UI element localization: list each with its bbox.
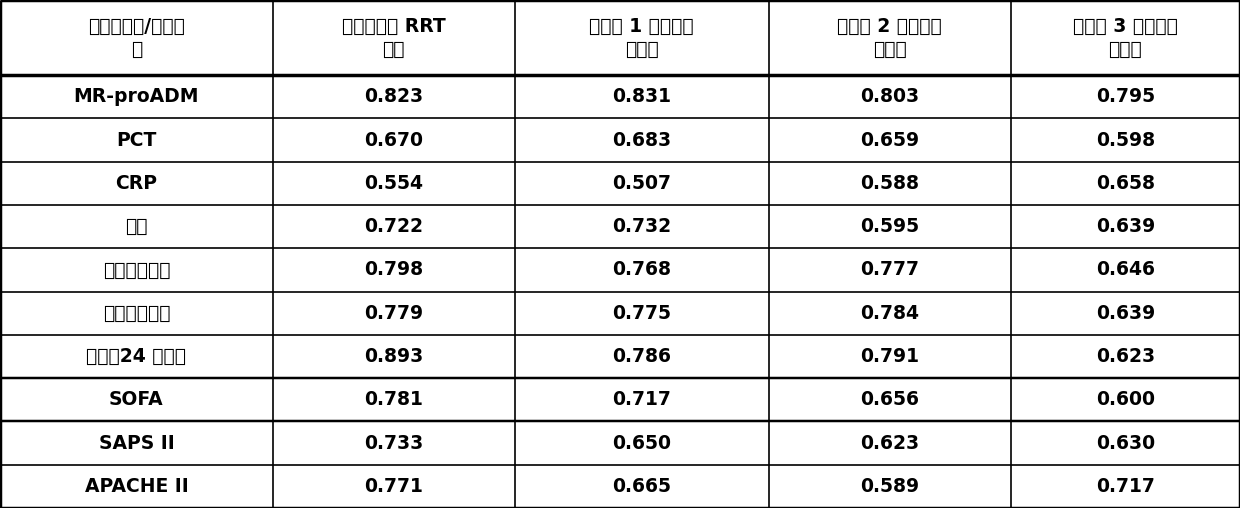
Text: 0.823: 0.823 bbox=[365, 87, 423, 106]
Text: 0.803: 0.803 bbox=[861, 87, 919, 106]
Text: 0.784: 0.784 bbox=[861, 304, 919, 323]
Text: 0.639: 0.639 bbox=[1096, 217, 1154, 236]
Text: 0.717: 0.717 bbox=[1096, 477, 1154, 496]
Text: 0.670: 0.670 bbox=[365, 131, 423, 150]
Text: 0.798: 0.798 bbox=[365, 261, 423, 279]
Text: 0.722: 0.722 bbox=[365, 217, 423, 236]
Text: 0.893: 0.893 bbox=[365, 347, 423, 366]
Text: MR-proADM: MR-proADM bbox=[73, 87, 200, 106]
Text: 0.595: 0.595 bbox=[861, 217, 919, 236]
Text: 0.659: 0.659 bbox=[861, 131, 919, 150]
Text: 0.717: 0.717 bbox=[613, 390, 671, 409]
Text: 肌酸酐最小值: 肌酸酐最小值 bbox=[103, 304, 170, 323]
Text: CRP: CRP bbox=[115, 174, 157, 193]
Text: 尿量（24 小时）: 尿量（24 小时） bbox=[87, 347, 186, 366]
Text: 达到第 3 天需求的
基线值: 达到第 3 天需求的 基线值 bbox=[1073, 17, 1178, 58]
Text: 乳酸: 乳酸 bbox=[125, 217, 148, 236]
Text: 0.786: 0.786 bbox=[613, 347, 671, 366]
Text: 0.733: 0.733 bbox=[365, 433, 423, 453]
Text: 0.630: 0.630 bbox=[1096, 433, 1154, 453]
Text: 0.588: 0.588 bbox=[861, 174, 919, 193]
Text: 0.777: 0.777 bbox=[861, 261, 919, 279]
Text: 0.732: 0.732 bbox=[613, 217, 671, 236]
Text: SOFA: SOFA bbox=[109, 390, 164, 409]
Text: 达到第 2 天需求的
基线值: 达到第 2 天需求的 基线值 bbox=[837, 17, 942, 58]
Text: 0.768: 0.768 bbox=[613, 261, 671, 279]
Text: 0.831: 0.831 bbox=[613, 87, 671, 106]
Text: 0.658: 0.658 bbox=[1096, 174, 1154, 193]
Text: 0.623: 0.623 bbox=[861, 433, 919, 453]
Text: 肌酸酐最大值: 肌酸酐最大值 bbox=[103, 261, 170, 279]
Text: 0.781: 0.781 bbox=[365, 390, 423, 409]
Text: 0.665: 0.665 bbox=[613, 477, 671, 496]
Text: 0.771: 0.771 bbox=[365, 477, 423, 496]
Text: 0.779: 0.779 bbox=[365, 304, 423, 323]
Text: 0.554: 0.554 bbox=[365, 174, 423, 193]
Text: 0.623: 0.623 bbox=[1096, 347, 1154, 366]
Text: 0.646: 0.646 bbox=[1096, 261, 1154, 279]
Text: APACHE II: APACHE II bbox=[84, 477, 188, 496]
Text: 0.650: 0.650 bbox=[613, 433, 671, 453]
Text: 生物标志物/临床评
分: 生物标志物/临床评 分 bbox=[88, 17, 185, 58]
Text: 0.598: 0.598 bbox=[1096, 131, 1154, 150]
Text: 0.775: 0.775 bbox=[613, 304, 671, 323]
Text: 达到第 1 天需求的
基线值: 达到第 1 天需求的 基线值 bbox=[589, 17, 694, 58]
Text: 0.683: 0.683 bbox=[613, 131, 671, 150]
Text: 0.795: 0.795 bbox=[1096, 87, 1154, 106]
Text: 0.507: 0.507 bbox=[613, 174, 671, 193]
Text: 0.656: 0.656 bbox=[861, 390, 919, 409]
Text: 在入院时的 RRT
需求: 在入院时的 RRT 需求 bbox=[342, 17, 445, 58]
Text: SAPS II: SAPS II bbox=[98, 433, 175, 453]
Text: 0.791: 0.791 bbox=[861, 347, 919, 366]
Text: 0.600: 0.600 bbox=[1096, 390, 1154, 409]
Text: PCT: PCT bbox=[117, 131, 156, 150]
Text: 0.639: 0.639 bbox=[1096, 304, 1154, 323]
Text: 0.589: 0.589 bbox=[861, 477, 919, 496]
